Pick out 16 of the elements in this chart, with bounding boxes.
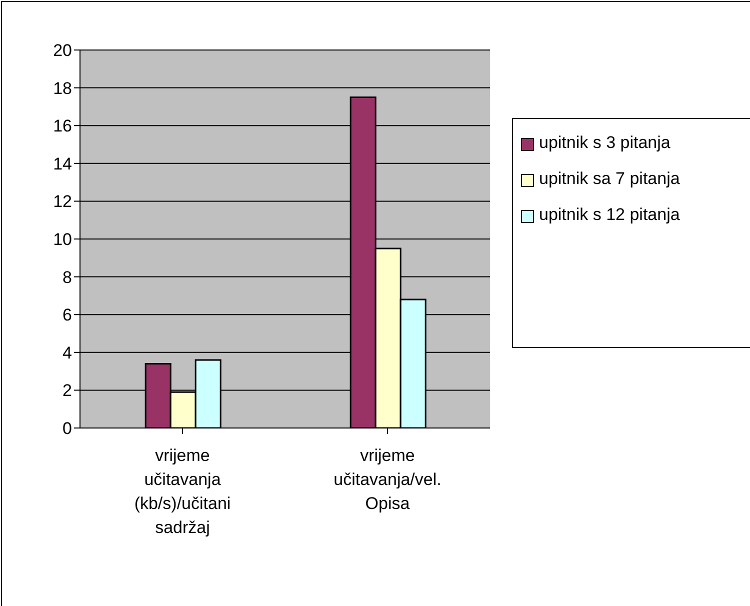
legend-label: upitnik s 12 pitanja <box>539 204 681 226</box>
y-tick-label: 18 <box>53 78 72 98</box>
y-tick-label: 8 <box>62 268 72 287</box>
y-tick-label: 4 <box>62 343 72 362</box>
y-tick-label: 16 <box>53 116 72 136</box>
y-tick-label: 6 <box>62 306 72 325</box>
y-tick-label: 2 <box>62 381 72 400</box>
x-tick-label: vrijeme učitavanja/vel. Opisa <box>332 445 442 515</box>
x-tick-label: vrijeme učitavanja (kb/s)/učitani sadržaj <box>133 445 232 539</box>
y-tick-label: 10 <box>53 230 72 250</box>
legend-label: upitnik s 3 pitanja <box>539 132 672 154</box>
legend-label: upitnik sa 7 pitanja <box>539 168 681 190</box>
y-tick-label: 14 <box>53 154 72 174</box>
y-tick-label: 0 <box>62 419 72 438</box>
y-tick-label: 12 <box>53 192 72 212</box>
y-tick-label: 20 <box>53 41 72 60</box>
